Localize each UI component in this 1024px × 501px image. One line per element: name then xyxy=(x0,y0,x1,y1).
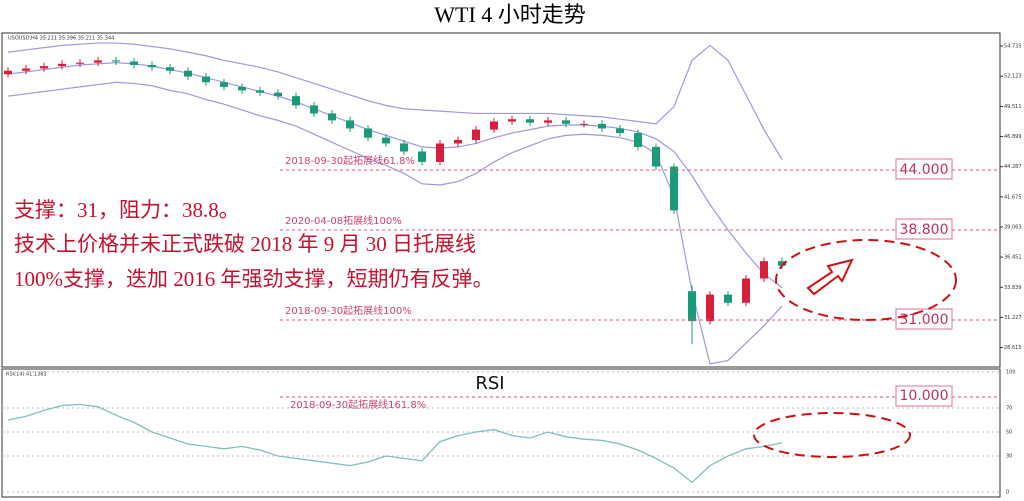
level-label: 31.000 xyxy=(900,312,949,328)
level-text: 2018-09-30起拓展线61.8% xyxy=(285,154,415,167)
y-tick-label: 30 xyxy=(1006,454,1012,460)
y-tick-label: 54.735 xyxy=(1004,44,1022,50)
y-tick-label: 28.615 xyxy=(1004,345,1022,351)
candle-body xyxy=(364,128,372,138)
note: 支撑：31，阻力：38.8。 xyxy=(14,198,240,222)
y-tick-label: 36.451 xyxy=(1004,255,1022,261)
y-tick-label: 39.063 xyxy=(1004,224,1022,230)
price-panel xyxy=(1,32,1001,368)
candle-body xyxy=(148,64,156,68)
candle-body xyxy=(184,70,192,77)
candle-body xyxy=(274,92,282,97)
candle-body xyxy=(94,60,102,63)
candle-body xyxy=(706,294,714,322)
candle-body xyxy=(130,61,138,65)
candle-body xyxy=(220,82,228,87)
candle-body xyxy=(58,63,66,67)
annotation-text: 2018-09-30起拓展线161.8% xyxy=(290,398,426,411)
annotation-box xyxy=(895,385,953,407)
candle-body xyxy=(580,123,588,125)
candle-body xyxy=(544,120,552,123)
level-label: 44.000 xyxy=(900,162,949,178)
candle-body xyxy=(400,143,408,152)
level-box xyxy=(895,308,953,330)
band-line xyxy=(7,42,783,160)
candle-body xyxy=(670,166,678,211)
candle-body xyxy=(418,151,426,162)
candle-body xyxy=(22,68,30,71)
candle-body xyxy=(760,261,768,279)
rsi-title: RSI xyxy=(475,373,504,394)
candle-body xyxy=(40,66,48,69)
y-tick-label: 50 xyxy=(1006,430,1012,436)
candle-body xyxy=(652,146,660,167)
candle-body xyxy=(616,128,624,134)
note: 技术上价格并未正式跌破 2018 年 9 月 30 日托展线 xyxy=(14,232,476,256)
candle-body xyxy=(76,62,84,64)
y-tick-label: 44.287 xyxy=(1004,164,1022,170)
highlight-ellipse xyxy=(775,239,957,321)
level-text: 2018-09-30起拓展线100% xyxy=(285,304,412,317)
candle-body xyxy=(310,105,318,114)
candle-body xyxy=(166,67,174,71)
candle-body xyxy=(454,139,462,144)
candle-body xyxy=(508,119,516,122)
candle-body xyxy=(526,119,534,123)
rsi-panel xyxy=(1,368,1001,498)
candle-body xyxy=(688,291,696,322)
candle-body xyxy=(436,143,444,162)
level-box xyxy=(895,158,953,180)
level-box xyxy=(895,218,953,240)
y-tick-label: 33.839 xyxy=(1004,285,1022,291)
symbol-label: USOUSD,H4 35.211 35.396 35.211 35.344 xyxy=(8,36,114,42)
level-label: 38.800 xyxy=(900,222,949,238)
arrow xyxy=(806,258,854,296)
candle-body xyxy=(4,70,12,75)
candle-body xyxy=(490,121,498,130)
y-tick-label: 70 xyxy=(1006,406,1012,412)
candle-body xyxy=(202,76,210,83)
candle-body xyxy=(778,261,786,266)
rsi-line xyxy=(7,403,783,484)
y-tick-label: 31.227 xyxy=(1004,315,1022,321)
candle-body xyxy=(742,278,750,303)
y-tick-label: 41.675 xyxy=(1004,194,1022,200)
chart-title: WTI 4 小时走势 xyxy=(434,2,586,27)
note: 100%支撑，迭加 2016 年强劲支撑，短期仍有反弹。 xyxy=(14,267,494,291)
candle-body xyxy=(328,113,336,121)
y-tick-label: 0 xyxy=(1006,490,1009,496)
indicator-label: RSI(14) 41.1383 xyxy=(6,372,47,378)
candle-body xyxy=(598,123,606,129)
candle-body xyxy=(382,137,390,144)
candle-body xyxy=(562,120,570,124)
candle-body xyxy=(346,120,354,129)
candle-body xyxy=(634,133,642,147)
candle-body xyxy=(238,86,246,91)
candle-body xyxy=(472,129,480,140)
y-tick-label: 100 xyxy=(1006,370,1016,376)
level-text: 2020-04-08拓展线100% xyxy=(285,214,402,227)
candle-body xyxy=(256,90,264,93)
y-tick-label: 52.123 xyxy=(1004,74,1022,80)
y-tick-label: 49.511 xyxy=(1004,104,1022,110)
highlight-ellipse xyxy=(753,412,911,458)
y-tick-label: 46.899 xyxy=(1004,134,1022,140)
candle-body xyxy=(112,60,120,62)
candle-body xyxy=(724,294,732,303)
candle-body xyxy=(292,96,300,106)
annotation-label: 10.000 xyxy=(900,388,949,404)
